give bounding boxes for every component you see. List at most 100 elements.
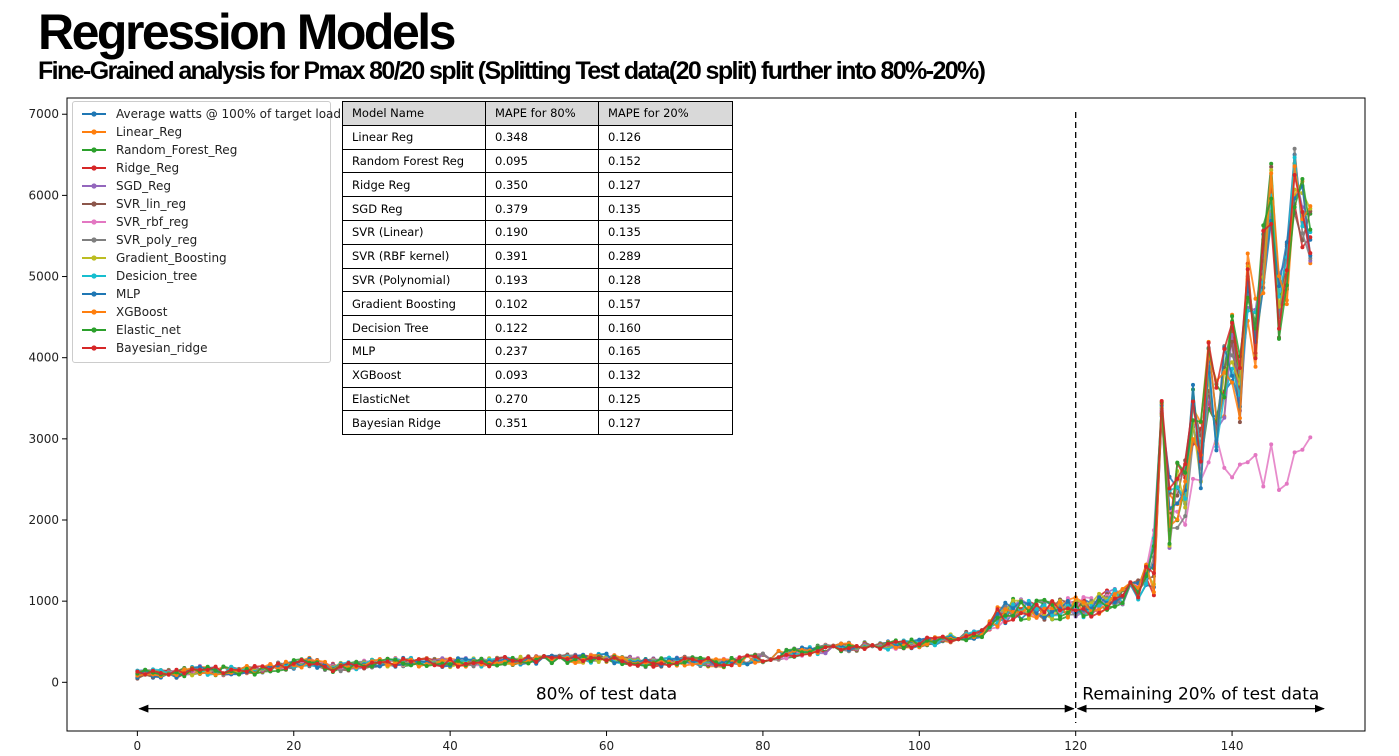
series-point: [964, 638, 969, 643]
series-point: [1081, 614, 1086, 619]
series-point: [1026, 616, 1031, 621]
series-point: [495, 656, 500, 661]
legend-label: Random_Forest_Reg: [116, 143, 238, 157]
series-point: [917, 637, 922, 642]
series-point: [878, 646, 883, 651]
mape-cell-80: 0.122: [485, 315, 599, 340]
series-point: [197, 667, 202, 672]
series-point: [1245, 251, 1250, 256]
series-point: [213, 668, 218, 673]
series-point: [1120, 601, 1125, 605]
series-point: [1277, 294, 1281, 299]
series-point: [987, 625, 992, 629]
series-point: [424, 664, 429, 668]
legend-swatch: [82, 273, 106, 279]
series-point: [416, 657, 421, 662]
series-point: [659, 656, 664, 661]
mape-table-header-row: Model Name MAPE for 80% MAPE for 20%: [342, 101, 733, 126]
series-point: [979, 628, 984, 633]
series-point: [440, 664, 445, 669]
series-point: [862, 647, 867, 651]
series-point: [1097, 595, 1102, 600]
series-point: [1277, 274, 1281, 279]
mape-cell-model: MLP: [342, 338, 486, 364]
series-point: [1237, 416, 1242, 421]
series-point: [659, 661, 664, 666]
series-point: [1042, 615, 1047, 620]
legend-swatch: [82, 219, 106, 225]
series-point: [1112, 592, 1117, 597]
series-point: [815, 649, 820, 654]
series-point: [463, 657, 468, 661]
series-point: [932, 640, 937, 645]
series-point: [581, 654, 586, 658]
series-point: [1159, 399, 1164, 403]
legend-label: Ridge_Reg: [116, 161, 180, 175]
series-point: [1284, 268, 1289, 273]
series-point: [1097, 598, 1102, 603]
series-point: [510, 655, 515, 660]
legend-swatch: [82, 237, 106, 243]
series-point: [1034, 598, 1039, 603]
series-point: [205, 664, 210, 669]
series-point: [886, 647, 890, 652]
series-point: [745, 653, 750, 658]
series-point: [870, 643, 875, 648]
series-point: [393, 657, 398, 662]
legend-swatch: [82, 201, 106, 207]
legend-label: SVR_rbf_reg: [116, 215, 189, 229]
series-point: [1230, 314, 1235, 319]
series-point: [182, 674, 187, 679]
series-point: [1308, 435, 1313, 440]
series-point: [721, 657, 726, 662]
y-tick-label: 0: [51, 675, 59, 689]
series-point: [1026, 598, 1031, 603]
series-point: [1151, 590, 1156, 595]
series-point: [682, 660, 687, 665]
series-point: [1065, 610, 1070, 615]
series-point: [690, 657, 695, 662]
series-point: [1175, 460, 1180, 465]
mape-cell-80: 0.270: [485, 386, 599, 412]
series-point: [1151, 593, 1156, 598]
series-point: [815, 645, 820, 650]
mape-table-row: SVR (Polynomial) 0.193 0.128: [342, 267, 733, 293]
legend-label: Desicion_tree: [116, 269, 198, 283]
series-point: [456, 658, 460, 663]
series-point: [901, 646, 906, 650]
series-point: [244, 664, 249, 668]
series-point: [526, 661, 531, 666]
series-point: [1222, 370, 1227, 375]
series-point: [1183, 470, 1188, 475]
mape-cell-model: SVR (Polynomial): [342, 267, 486, 293]
series-point: [698, 655, 703, 660]
series-point: [1292, 173, 1297, 177]
series-point: [354, 663, 359, 668]
series-point: [268, 662, 273, 667]
legend-swatch: [82, 111, 106, 117]
series-point: [346, 661, 351, 665]
series-point: [1050, 599, 1055, 604]
series-point: [674, 656, 679, 661]
legend-label: SGD_Reg: [116, 179, 171, 193]
mape-cell-20: 0.126: [598, 124, 733, 150]
x-tick-label: 40: [443, 739, 458, 753]
series-point: [471, 664, 476, 669]
mape-table-row: SVR (RBF kernel) 0.391 0.289: [342, 243, 733, 269]
series-point: [1222, 395, 1227, 400]
legend-item: Bayesian_ridge: [81, 339, 208, 357]
series-point: [276, 661, 281, 666]
series-point: [315, 665, 320, 670]
series-point: [1003, 613, 1008, 618]
series-point: [604, 658, 609, 663]
series-point: [190, 667, 195, 672]
series-point: [362, 665, 367, 670]
series-point: [448, 657, 453, 662]
series-point: [1308, 251, 1313, 256]
series-point: [197, 664, 202, 669]
axis-layer: 0 20 40 60 80 100 120 140 0 1000 2000 3000 4000 5000 6…: [28, 107, 1243, 753]
legend-label: SVR_poly_reg: [116, 233, 198, 247]
series-point: [1191, 418, 1195, 423]
mape-table: Model Name MAPE for 80% MAPE for 20% Lin…: [342, 101, 733, 436]
series-point: [565, 661, 570, 665]
